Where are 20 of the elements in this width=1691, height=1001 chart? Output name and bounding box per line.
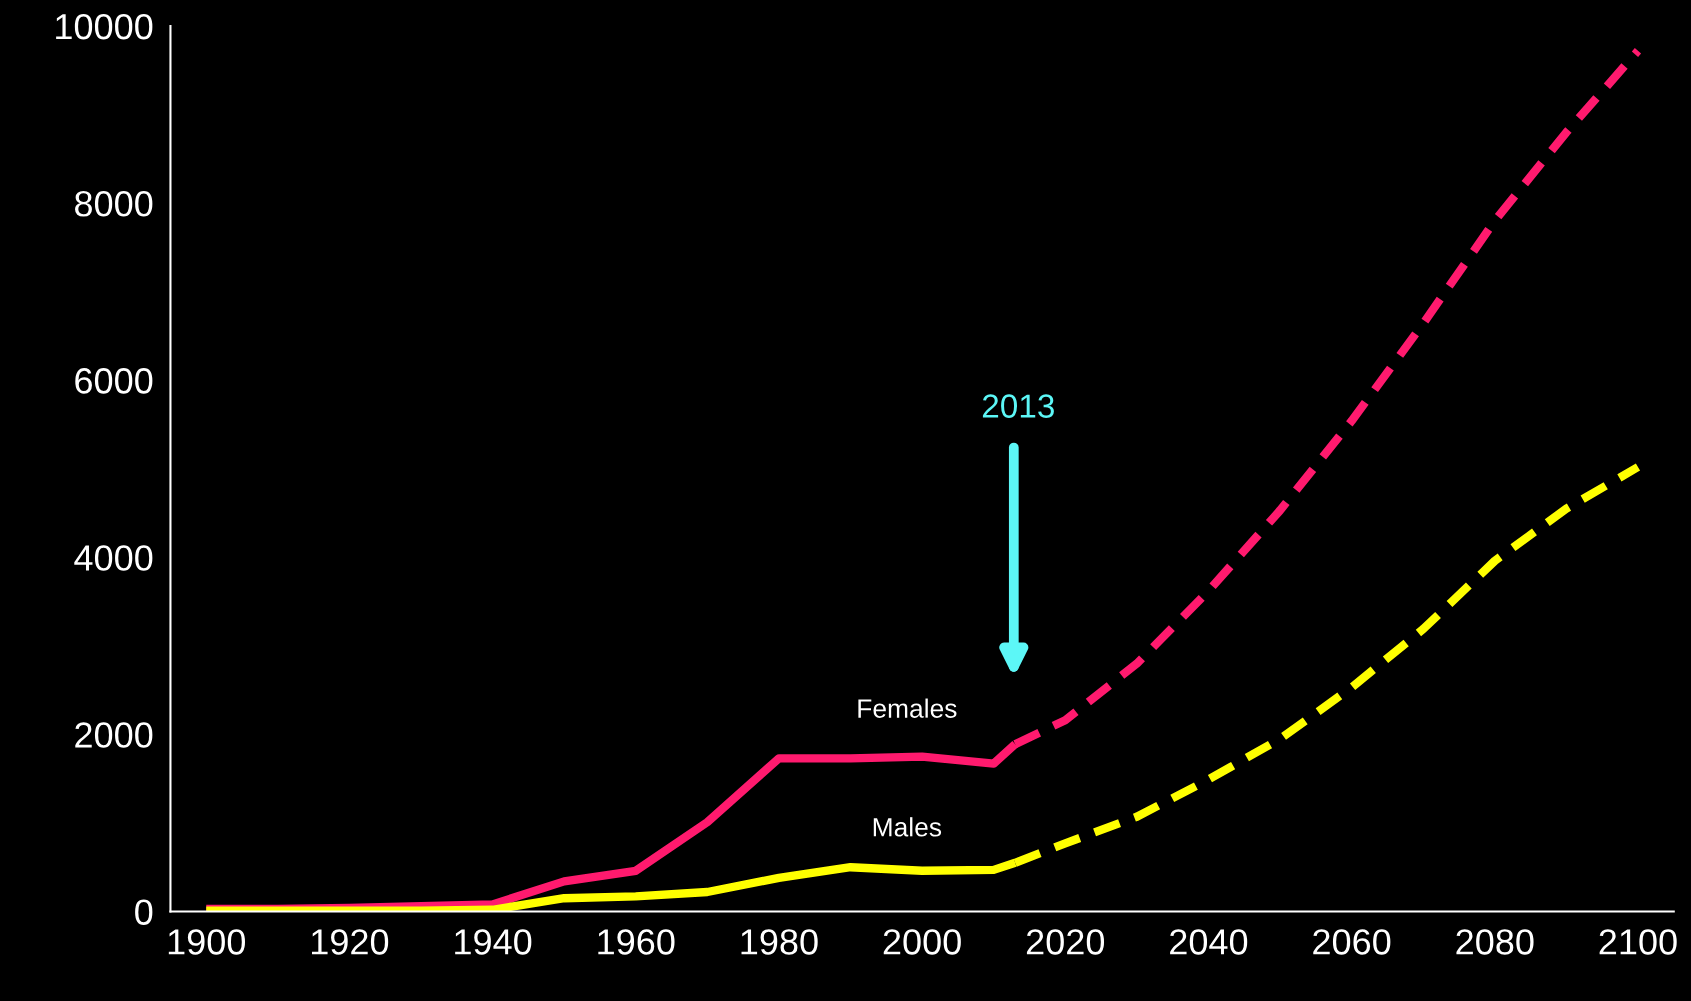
y-tick-label: 10000 bbox=[56, 13, 153, 40]
y-tick-label: 6000 bbox=[75, 368, 153, 394]
x-tick-label: 1940 bbox=[455, 929, 532, 955]
annotation: 2013 bbox=[982, 394, 1054, 418]
x-tick-label: 2060 bbox=[1313, 929, 1391, 955]
series-label: Males bbox=[873, 817, 942, 837]
y-tick-label: 4000 bbox=[74, 545, 153, 571]
y-tick-label: 0 bbox=[135, 899, 153, 925]
x-tick-label: 2000 bbox=[883, 929, 961, 955]
x-tick-label: 1960 bbox=[598, 929, 675, 955]
x-tick-label: 2040 bbox=[1170, 929, 1248, 955]
x-tick-label: 2020 bbox=[1026, 929, 1105, 955]
x-tick-label: 2080 bbox=[1456, 929, 1534, 955]
series-label: Females bbox=[858, 698, 957, 718]
y-tick-label: 8000 bbox=[75, 190, 153, 217]
x-tick-label: 1980 bbox=[741, 929, 818, 955]
x-tick-label: 2100 bbox=[1599, 929, 1677, 955]
x-tick-label: 1920 bbox=[312, 929, 389, 955]
x-tick-label: 1900 bbox=[168, 929, 245, 955]
y-tick-label: 2000 bbox=[75, 722, 153, 748]
